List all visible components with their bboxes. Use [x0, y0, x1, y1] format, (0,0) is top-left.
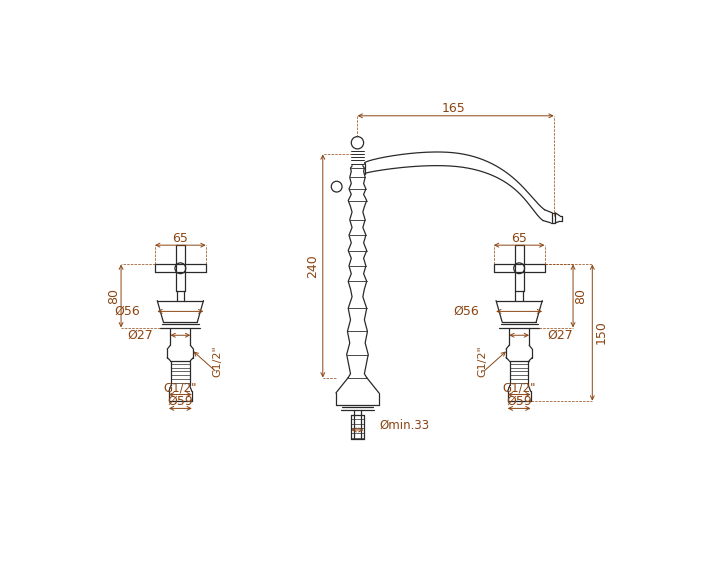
Text: G1/2": G1/2"	[212, 345, 222, 376]
Text: 80: 80	[107, 288, 120, 304]
Text: G1/2": G1/2"	[163, 381, 197, 394]
Text: Ømin.33: Ømin.33	[379, 419, 429, 432]
Text: G1/2": G1/2"	[503, 381, 536, 394]
Text: 240: 240	[306, 254, 319, 278]
Text: Ø27: Ø27	[547, 329, 572, 342]
Text: Ø27: Ø27	[127, 329, 153, 342]
Text: Ø59: Ø59	[506, 395, 532, 408]
Text: Ø56: Ø56	[454, 305, 479, 318]
Text: 65: 65	[511, 232, 527, 245]
Text: 65: 65	[172, 232, 189, 245]
Text: Ø56: Ø56	[114, 305, 140, 318]
Text: 165: 165	[442, 102, 466, 115]
Text: G1/2": G1/2"	[477, 345, 487, 376]
Text: 80: 80	[575, 288, 588, 304]
Text: 150: 150	[595, 321, 608, 345]
Text: Ø59: Ø59	[168, 395, 193, 408]
